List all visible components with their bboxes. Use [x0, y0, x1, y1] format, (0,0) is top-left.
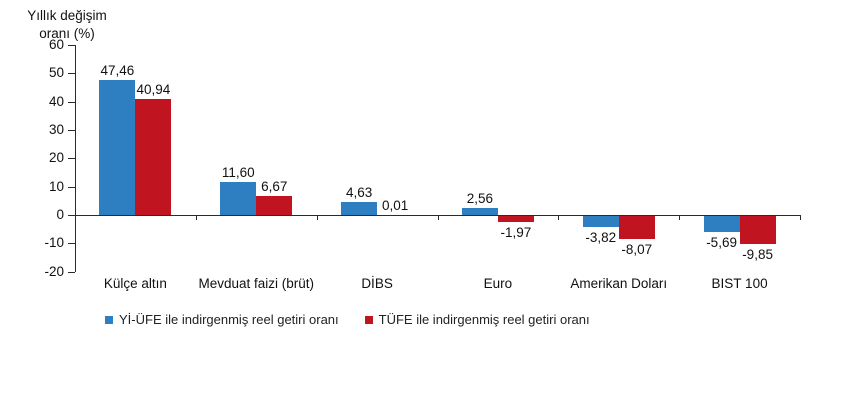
y-axis-tick	[68, 158, 75, 160]
legend-item-tufe: TÜFE ile indirgenmiş reel getiri oranı	[364, 312, 590, 327]
bar-value-label: -3,82	[585, 229, 617, 245]
y-axis-tick-label: 40	[48, 93, 64, 109]
y-axis-tick	[68, 271, 75, 273]
y-axis-tick	[68, 44, 75, 46]
x-axis-tick	[316, 215, 318, 220]
legend-label: Yİ-ÜFE ile indirgenmiş reel getiri oranı	[119, 312, 339, 327]
category-label: Euro	[483, 276, 513, 291]
y-axis-tick-label: 0	[56, 207, 64, 222]
bar	[582, 216, 619, 227]
y-axis-tick	[68, 129, 75, 131]
bar	[220, 182, 257, 215]
bar	[703, 216, 740, 233]
y-axis-tick-label: 50	[48, 65, 64, 81]
bar	[497, 216, 534, 222]
bar	[739, 216, 776, 244]
x-axis-tick	[800, 215, 801, 220]
y-axis-tick-label: 30	[48, 121, 64, 137]
bar	[99, 80, 136, 215]
bar-value-label: 0,01	[381, 197, 409, 213]
bar-value-label: 47,46	[100, 63, 135, 79]
category-label: DİBS	[361, 276, 393, 291]
legend-label: TÜFE ile indirgenmiş reel getiri oranı	[378, 312, 590, 327]
y-axis-tick	[68, 186, 75, 188]
legend-item-yi-ufe: Yİ-ÜFE ile indirgenmiş reel getiri oranı	[105, 312, 339, 327]
bar-value-label: -5,69	[706, 235, 737, 251]
y-axis-title-line2: oranı (%)	[39, 26, 95, 41]
y-axis-tick	[68, 73, 75, 75]
y-axis-tick-label: -20	[44, 263, 64, 279]
y-axis-line	[75, 44, 76, 272]
bar-value-label: 40,94	[136, 81, 171, 97]
bar	[461, 207, 498, 215]
category-label: Külçe altın	[103, 276, 167, 291]
y-axis-tick	[68, 101, 75, 103]
category-label: BIST 100	[711, 276, 768, 291]
category-label: Amerikan Doları	[570, 276, 668, 291]
x-axis-tick	[558, 215, 560, 220]
legend-swatch-icon	[364, 315, 373, 324]
bar-value-label: 2,56	[466, 190, 494, 206]
y-axis-tick-label: 60	[48, 36, 64, 52]
bar-value-label: -9,85	[742, 246, 773, 262]
bar	[341, 201, 378, 215]
bar-value-label: 6,67	[261, 179, 288, 195]
bar	[135, 98, 172, 215]
bar	[256, 196, 293, 215]
y-axis-tick	[68, 215, 75, 216]
bar-value-label: 4,63	[345, 184, 373, 200]
y-axis-title: Yıllık değişim oranı (%)	[14, 7, 120, 43]
y-axis-tick	[68, 243, 75, 245]
bar-value-label: -1,97	[500, 224, 532, 240]
chart-legend: Yİ-ÜFE ile indirgenmiş reel getiri oranı…	[105, 312, 590, 327]
y-axis-title-line1: Yıllık değişim	[27, 8, 107, 23]
category-label: Mevduat faizi (brüt)	[198, 276, 315, 291]
y-axis-tick-label: 10	[48, 178, 64, 194]
y-axis-tick-label: 20	[48, 150, 64, 166]
x-axis-tick	[437, 215, 439, 220]
bar	[618, 216, 655, 239]
bar-value-label: -8,07	[621, 241, 653, 257]
legend-swatch-icon	[105, 315, 113, 324]
x-axis-tick	[195, 215, 197, 220]
y-axis-tick-label: -10	[44, 235, 64, 251]
bar-value-label: 11,60	[221, 165, 255, 181]
x-axis-tick	[679, 215, 681, 220]
